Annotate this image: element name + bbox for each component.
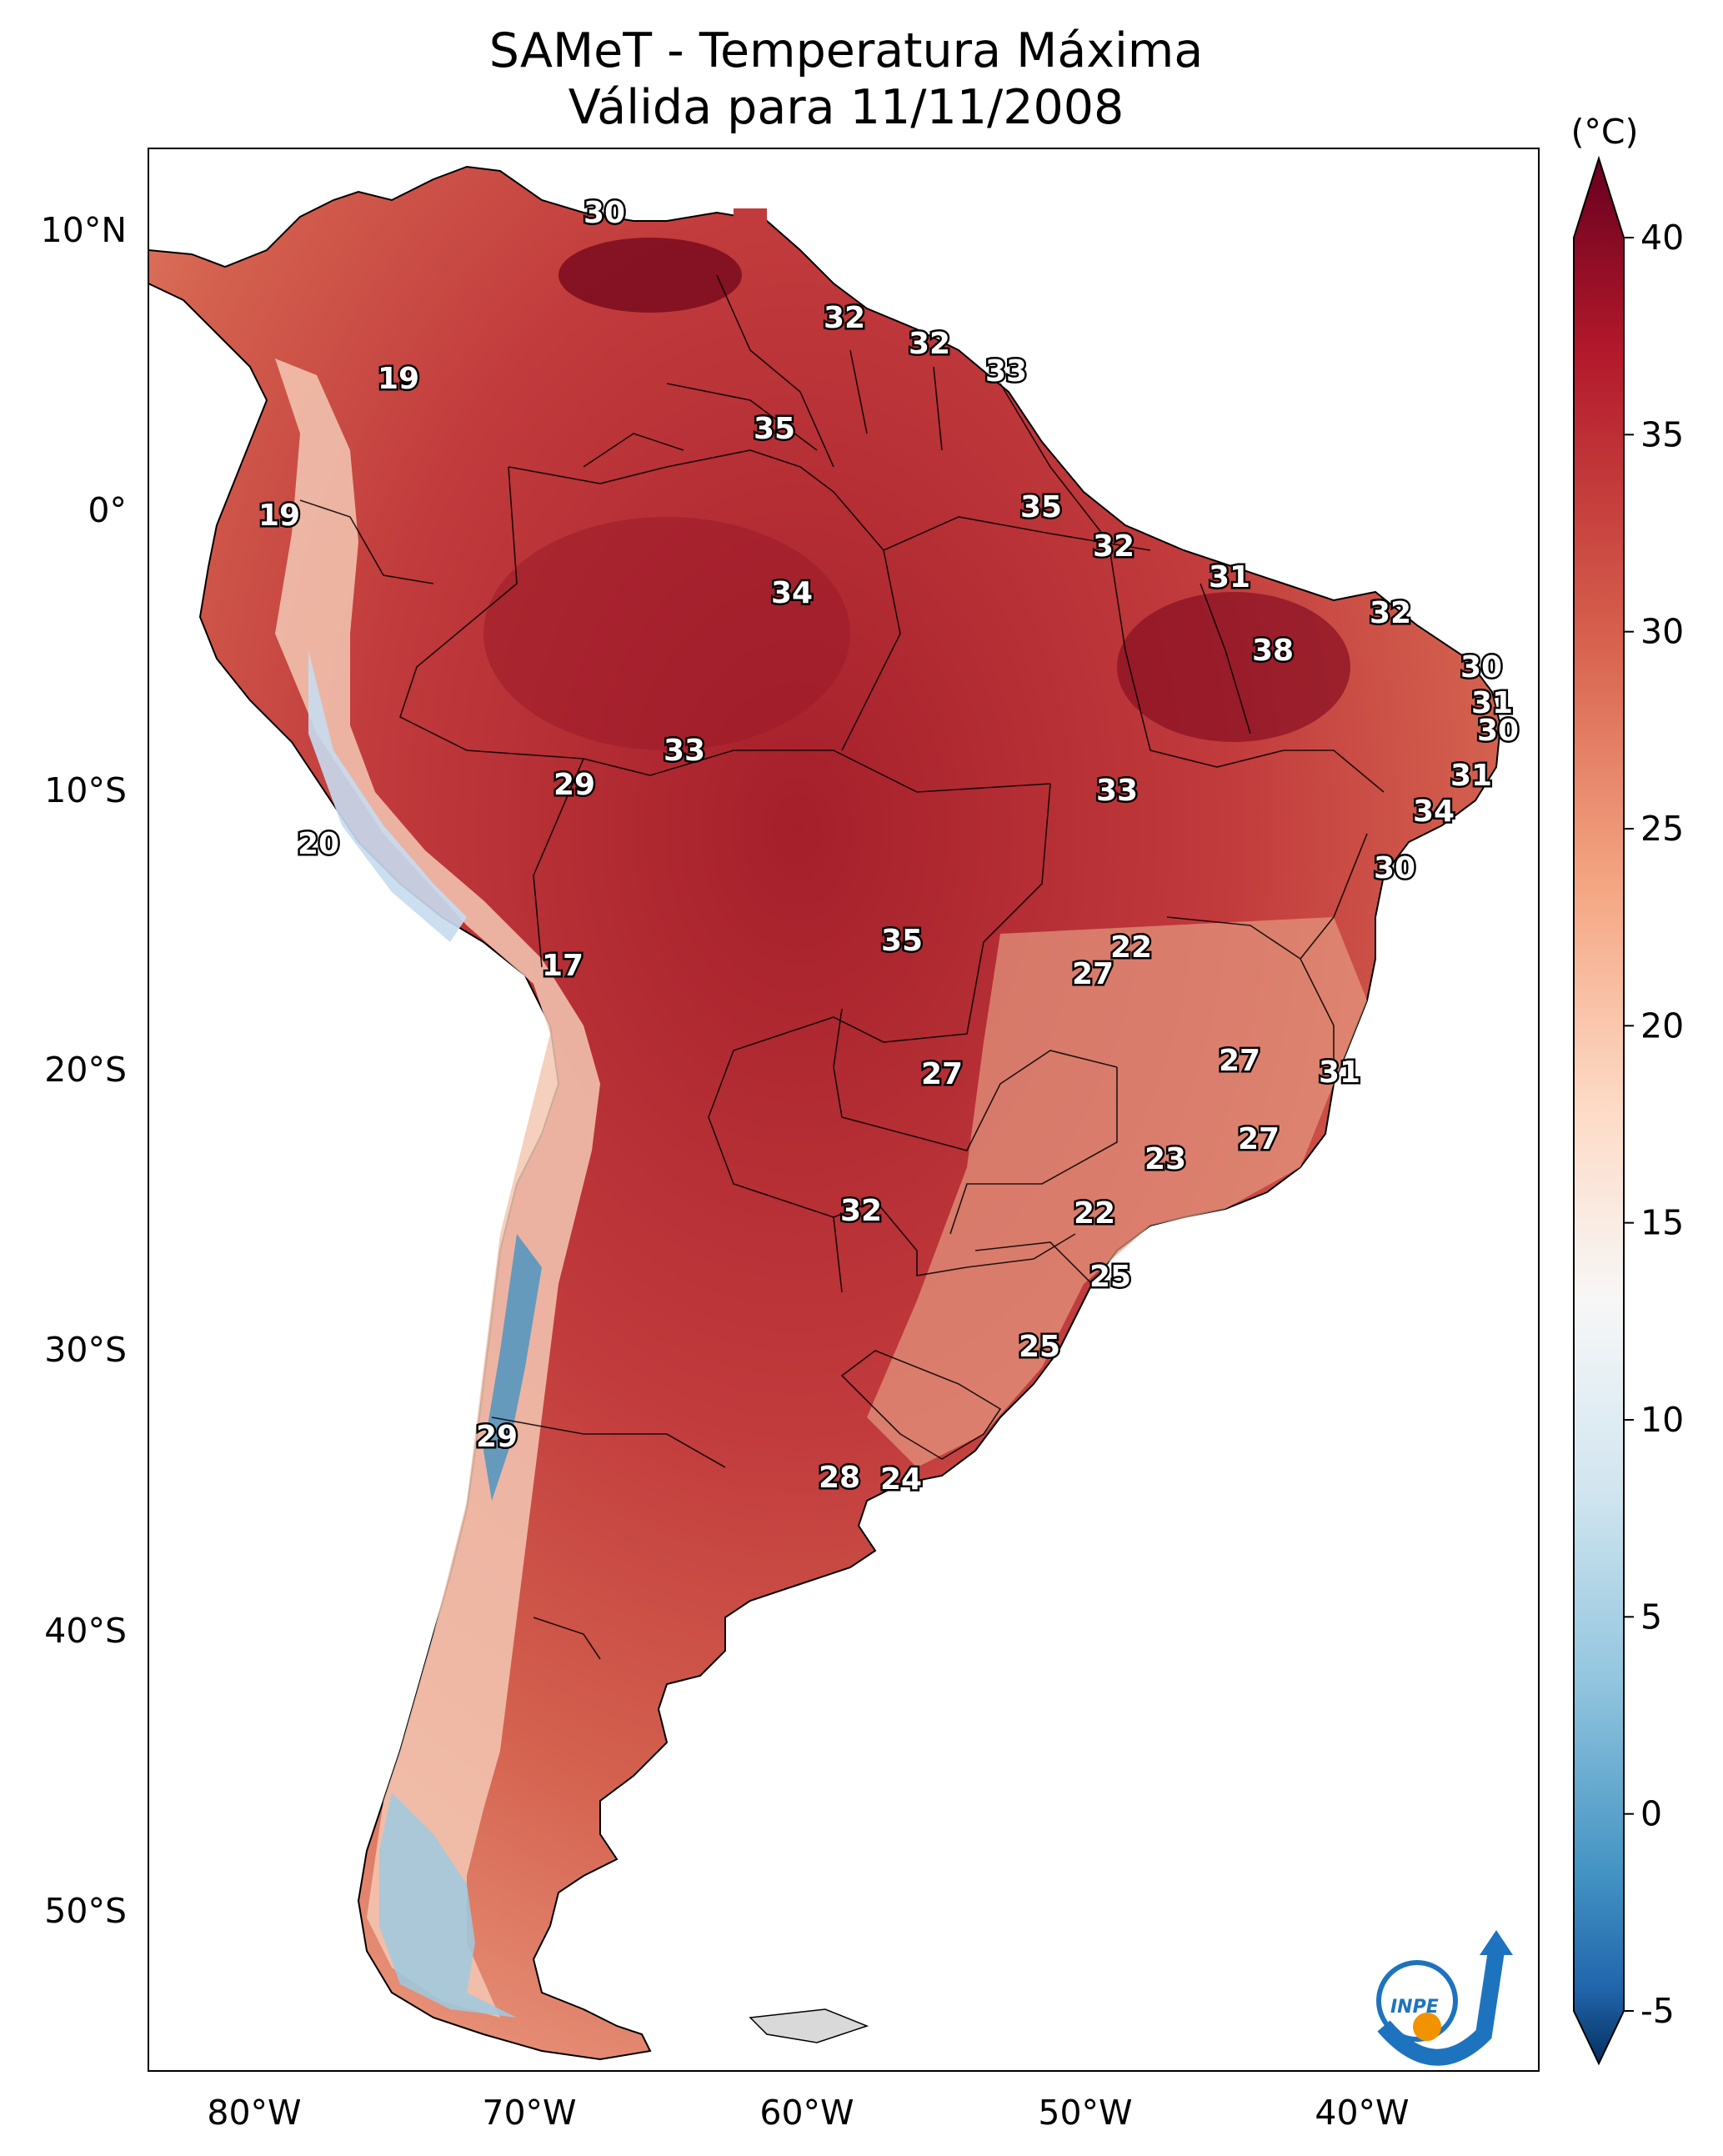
lat-label: 10°N bbox=[41, 210, 127, 250]
central-andes-cold bbox=[483, 1234, 542, 1501]
station-label: 25 bbox=[1019, 1330, 1060, 1364]
station-label: 35 bbox=[754, 412, 795, 446]
lat-label: 30°S bbox=[44, 1330, 127, 1370]
station-label: 35 bbox=[881, 924, 923, 958]
lon-label: 70°W bbox=[482, 2093, 576, 2133]
lat-label: 10°S bbox=[44, 770, 127, 810]
station-label: 32 bbox=[1093, 529, 1134, 564]
colorbar-unit: (°C) bbox=[1570, 112, 1638, 152]
station-label: 35 bbox=[1020, 490, 1062, 524]
station-label: 38 bbox=[1252, 634, 1294, 668]
lon-label: 60°W bbox=[759, 2093, 854, 2133]
station-label: 32 bbox=[824, 301, 865, 335]
station-labels: 30 19 32 32 33 35 19 35 32 34 31 32 38 3… bbox=[257, 194, 1521, 1499]
inpe-logo: INPE bbox=[1376, 1930, 1513, 2066]
station-label: 19 bbox=[258, 499, 300, 533]
station-label: 33 bbox=[985, 354, 1027, 389]
station-label: 27 bbox=[1219, 1044, 1260, 1078]
station-label: 31 bbox=[1319, 1055, 1360, 1090]
latitude-axis: 10°N 0° 10°S 20°S 30°S 40°S 50°S bbox=[41, 210, 127, 1931]
lat-label: 0° bbox=[88, 490, 127, 530]
colorbar-tick-label: 40 bbox=[1640, 218, 1684, 258]
station-label: 31 bbox=[1209, 560, 1250, 594]
station-label: 22 bbox=[1110, 930, 1152, 965]
lon-label: 80°W bbox=[207, 2093, 301, 2133]
station-label: 34 bbox=[771, 576, 813, 610]
patagonia-cold bbox=[379, 1792, 517, 2018]
station-label: 32 bbox=[840, 1194, 882, 1228]
station-label: 29 bbox=[553, 768, 595, 802]
colorbar-tick-label: 15 bbox=[1640, 1203, 1684, 1243]
station-label: 22 bbox=[1074, 1196, 1115, 1231]
station-label: 30 bbox=[1460, 650, 1502, 684]
station-label: 27 bbox=[1072, 957, 1114, 991]
station-label: 31 bbox=[1471, 686, 1513, 720]
map-subtitle: Válida para 11/11/2008 bbox=[568, 80, 1124, 135]
station-label: 33 bbox=[664, 734, 705, 768]
station-label: 34 bbox=[1413, 795, 1455, 829]
colorbar-tick-label: 35 bbox=[1640, 414, 1684, 454]
colorbar-tick-label: 25 bbox=[1640, 809, 1684, 849]
station-label: 27 bbox=[1238, 1122, 1280, 1156]
colorbar-tick-label: 0 bbox=[1640, 1794, 1662, 1834]
colorbar-tick-label: 30 bbox=[1640, 612, 1684, 652]
station-label: 30 bbox=[1374, 851, 1415, 885]
andes-band bbox=[275, 358, 600, 2018]
station-label: 19 bbox=[378, 362, 419, 396]
station-label: 32 bbox=[909, 327, 950, 361]
andes-cold-core bbox=[308, 650, 467, 942]
colorbar-tick-label: -5 bbox=[1640, 1991, 1675, 2031]
logo-text: INPE bbox=[1390, 1997, 1439, 2018]
station-label: 20 bbox=[298, 827, 339, 861]
station-label: 23 bbox=[1144, 1142, 1186, 1176]
lon-label: 40°W bbox=[1315, 2093, 1409, 2133]
station-label: 28 bbox=[819, 1461, 860, 1495]
lat-label: 40°S bbox=[44, 1611, 127, 1651]
station-label: 32 bbox=[1370, 596, 1411, 630]
longitude-axis: 80°W 70°W 60°W 50°W 40°W bbox=[207, 2093, 1409, 2133]
colorbar-tick-label: 5 bbox=[1640, 1597, 1662, 1637]
colorbar: (°C) 40 35 30 25 20 15 10 5 0 -5 bbox=[1570, 112, 1684, 2066]
station-label: 17 bbox=[542, 949, 584, 983]
continent bbox=[148, 165, 1502, 2061]
colorbar-scale bbox=[1573, 155, 1625, 2066]
lat-label: 20°S bbox=[44, 1050, 127, 1090]
station-label: 31 bbox=[1450, 759, 1492, 793]
station-label: 25 bbox=[1089, 1260, 1131, 1294]
station-label: 30 bbox=[584, 196, 625, 230]
map-title: SAMeT - Temperatura Máxima bbox=[488, 23, 1204, 78]
borders bbox=[299, 274, 1385, 1660]
station-label: 33 bbox=[1096, 774, 1138, 808]
lon-label: 50°W bbox=[1038, 2093, 1132, 2133]
colorbar-tick-label: 20 bbox=[1640, 1005, 1684, 1045]
lat-label: 50°S bbox=[44, 1891, 127, 1931]
station-label: 29 bbox=[476, 1420, 518, 1454]
station-label: 24 bbox=[880, 1462, 922, 1497]
station-label: 30 bbox=[1477, 714, 1519, 748]
station-label: 27 bbox=[921, 1057, 963, 1091]
colorbar-tick-label: 10 bbox=[1640, 1400, 1684, 1440]
